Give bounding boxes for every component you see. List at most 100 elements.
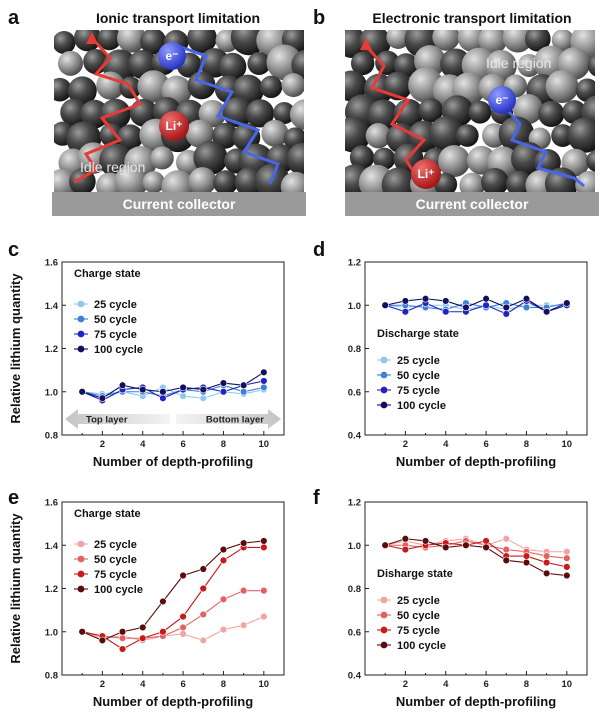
electrode-particle [261,119,289,147]
data-point [219,388,228,396]
data-point [522,558,531,567]
y-axis-title: Relative lithium quantity [8,513,23,664]
x-tick-label: 10 [259,679,270,690]
y-tick-label: 1.2 [348,498,361,509]
legend-marker [380,641,388,649]
data-point [401,535,410,543]
electrode-particle [386,30,411,49]
electrode-particle [418,98,444,123]
electrode-particle [365,123,391,149]
series-line [81,540,264,641]
data-point [421,537,430,545]
data-point [118,381,127,389]
data-point [98,636,107,645]
data-point [118,634,127,642]
x-tick-label: 8 [221,439,226,450]
electrode-particle [67,76,97,106]
electrode-particle [137,70,170,103]
electrode-particle [286,142,304,176]
data-point [199,584,207,593]
y-tick-label: 1.0 [45,387,58,398]
electrode-particle [140,30,167,55]
series-line [385,538,567,553]
data-point [239,388,248,396]
x-tick-label: 2 [403,679,408,690]
electrode-particle [502,30,533,53]
electron-path-b [498,100,585,188]
x-tick-label: 2 [403,439,408,450]
y-tick-label: 0.4 [348,671,362,682]
data-point [542,569,551,578]
data-point [159,394,167,402]
y-tick-label: 1.2 [348,258,361,269]
electrode-particle [281,73,304,98]
legend-label: 100 cycle [397,400,446,412]
data-point [179,571,187,580]
panel-letter-e: e [8,487,19,509]
legend-marker [380,626,388,634]
data-point [522,303,531,312]
data-point [522,295,531,303]
data-point [421,295,430,303]
data-point [179,392,187,400]
data-point [219,556,228,565]
data-point [98,394,107,402]
electron-ball-b [488,86,516,114]
electrode-particle [291,49,304,80]
bottom-layer-label: Bottom layer [206,415,264,426]
data-point [199,565,207,573]
electrode-particle [358,30,391,59]
data-point [159,388,167,396]
data-point [442,308,450,316]
electrode-particle [193,140,228,175]
x-tick-label: 6 [483,439,488,450]
x-tick-label: 8 [524,439,529,450]
electrode-particle [373,147,396,170]
electrode-particle [245,99,275,128]
data-point [462,303,470,312]
data-point [442,543,450,552]
electrode-particle [393,98,424,129]
state-label: Charge state [74,508,141,520]
panel-letter-f: f [313,487,320,509]
data-point [239,621,248,629]
legend-label: 25 cycle [397,355,440,367]
legend-marker [77,540,85,548]
data-point [462,541,470,549]
legend-label: 100 cycle [94,584,143,596]
electrode-particle [345,70,367,102]
electrode-particle [116,30,146,53]
x-tick-label: 6 [180,439,185,450]
data-point [482,295,490,303]
legend-label: 25 cycle [94,299,137,311]
legend-marker [77,330,85,338]
y-tick-label: 1.4 [45,541,59,552]
data-point [239,586,248,595]
x-tick-label: 4 [443,679,449,690]
legend-marker [77,570,85,578]
x-tick-label: 10 [259,439,270,450]
electrode-particle [393,53,419,78]
data-point [219,595,228,604]
data-point [260,377,268,385]
panel-letter-a: a [8,7,20,29]
electrode-particle [456,124,479,147]
data-point [260,586,268,595]
electrode-particle [525,30,551,52]
electron-ball-a [158,42,186,70]
series-line [385,538,567,577]
legend-label: 75 cycle [397,625,440,637]
electrode-particle [438,145,471,178]
data-point [78,388,86,396]
series-line [385,298,568,313]
legend-label: 25 cycle [397,595,440,607]
chart-e: 2 4 6 8 10 0.8 1.0 1.2 1.4 1.6 Number of depth-pro… [8,498,285,709]
data-point [502,535,510,543]
electrode-particle [60,98,88,127]
electrode-particle [80,99,109,129]
electrode-particle [567,117,595,153]
data-point [563,299,571,307]
state-label: Disharge state [377,568,453,580]
chart-d: 2 4 6 8 10 0.4 0.6 0.8 1.0 1.2 Number of depth-pro… [348,258,588,469]
electrode-particle [142,171,165,192]
